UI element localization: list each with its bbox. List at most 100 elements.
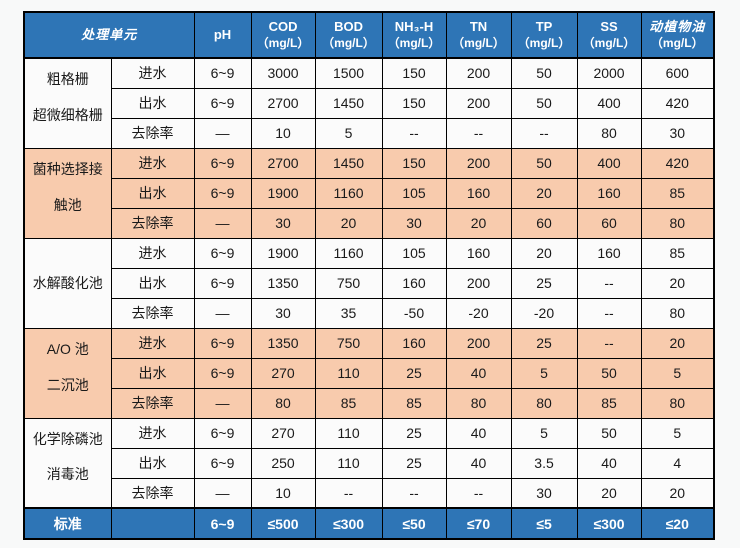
value-cell: 80 [640, 207, 715, 239]
value-cell: 160 [445, 237, 512, 269]
value-cell: 6~9 [193, 57, 252, 89]
data-row: 去除率 —30 35 -50 -20 -20 -- 80 [24, 297, 715, 329]
value-cell: 6~9 [193, 147, 252, 179]
value-cell: -- [576, 297, 642, 329]
row-type-label: 去除率 [110, 387, 195, 419]
value-cell: 6~9 [193, 447, 252, 479]
value-cell: -- [576, 327, 642, 359]
treatment-unit-name: 二沉池 [46, 376, 89, 393]
row-type-label: 进水 [110, 327, 195, 359]
data-row: 出水 6~9 1900 1160 105 160 20 160 85 [24, 177, 715, 209]
header-ss: SS （mg/L） [576, 11, 642, 59]
value-cell: 6~9 [193, 357, 252, 389]
header-bod-line1: BOD [334, 19, 363, 35]
treatment-unit-name: 化学除磷池 [32, 430, 103, 447]
value-cell: 160 [576, 177, 642, 209]
standard-empty-cell [110, 507, 195, 540]
value-cell: 85 [576, 387, 642, 419]
value-cell: -20 [510, 297, 578, 329]
row-type-label: 出水 [110, 267, 195, 299]
row-type-label: 出水 [110, 357, 195, 389]
value-cell: 80 [576, 117, 642, 149]
value-cell: 1160 [314, 177, 383, 209]
value-cell: -- [381, 477, 447, 509]
data-row: 菌种选择接 触池 进水 6~9 2700 1450 150 200 50 400 420 [23, 147, 715, 239]
treatment-parameters-table: 处理单元 pH COD （mg/L） BOD （mg/L） NH₃-H （mg/… [23, 11, 716, 540]
value-cell: 85 [314, 387, 383, 419]
value-cell: 5 [510, 357, 578, 389]
header-nh3h-line1: NH₃-H [394, 19, 434, 35]
row-type-label: 出水 [110, 447, 195, 479]
treatment-unit-cell: 水解酸化池 [23, 237, 112, 329]
value-cell: 5 [640, 357, 715, 389]
header-tn-line2: （mg/L） [452, 35, 505, 50]
header-ss-line1: SS [600, 19, 618, 35]
data-row: 去除率 —10 5 -- -- -- 80 30 [24, 117, 715, 149]
value-cell: 110 [314, 417, 383, 449]
header-row: 处理单元 pH COD （mg/L） BOD （mg/L） NH₃-H （mg/… [23, 11, 715, 59]
value-cell: 50 [510, 87, 578, 119]
value-cell: 200 [445, 327, 512, 359]
value-cell: 20 [314, 207, 383, 239]
value-cell: 20 [510, 177, 578, 209]
value-cell: 80 [640, 297, 715, 329]
value-cell: 150 [381, 57, 447, 89]
header-tn: TN （mg/L） [445, 11, 512, 59]
data-row: 出水 6~9 1350 750 160 200 25 -- 20 [24, 267, 715, 299]
standard-value-cod: ≤500 [250, 507, 316, 540]
value-cell: 3.5 [510, 447, 578, 479]
value-cell: -- [445, 117, 512, 149]
value-cell: 1900 [250, 237, 316, 269]
data-row: 去除率 —10 -- -- -- 30 20 20 [24, 477, 715, 509]
value-cell: 60 [576, 207, 642, 239]
value-cell: 85 [640, 177, 715, 209]
header-nh3h: NH₃-H （mg/L） [381, 11, 447, 59]
header-cod: COD （mg/L） [250, 11, 316, 59]
value-cell: -- [314, 477, 383, 509]
value-cell: 1500 [314, 57, 383, 89]
standard-value-bod: ≤300 [314, 507, 383, 540]
value-cell: 160 [576, 237, 642, 269]
header-ph: pH [193, 11, 252, 59]
value-cell: 20 [640, 477, 715, 509]
row-type-label: 进水 [110, 237, 195, 269]
value-cell: 1350 [250, 267, 316, 299]
row-type-label: 进水 [110, 417, 195, 449]
value-cell: 10 [250, 477, 316, 509]
header-cod-line1: COD [268, 19, 298, 35]
treatment-unit-name: 粗格栅 [46, 71, 89, 88]
value-cell: 420 [640, 87, 715, 119]
row-type-label: 去除率 [110, 477, 195, 509]
standard-value-ss: ≤300 [576, 507, 642, 540]
data-row: 化学除磷池 消毒池 进水 6~9 270 110 25 40 5 50 5 [23, 417, 715, 509]
value-cell: 40 [445, 417, 512, 449]
value-cell: 30 [250, 297, 316, 329]
value-cell: 50 [510, 147, 578, 179]
data-row: 出水 6~9 270 110 25 40 5 50 5 [24, 357, 715, 389]
value-cell: — [193, 387, 252, 419]
value-cell: 85 [640, 237, 715, 269]
row-type-label: 进水 [110, 57, 195, 89]
treatment-unit-name: 超微细格栅 [32, 106, 103, 123]
value-cell: 80 [445, 387, 512, 419]
value-cell: 6~9 [193, 87, 252, 119]
value-cell: 80 [250, 387, 316, 419]
treatment-unit-name: 触池 [53, 196, 82, 213]
value-cell: 25 [381, 357, 447, 389]
value-cell: 400 [576, 147, 642, 179]
value-cell: 40 [445, 447, 512, 479]
value-cell: 150 [381, 147, 447, 179]
value-cell: 400 [576, 87, 642, 119]
value-cell: 50 [576, 357, 642, 389]
value-cell: 25 [381, 417, 447, 449]
data-row: A/O 池二沉池 进水 6~9 1350 750 160 200 25 -- 20 [23, 327, 715, 419]
value-cell: 6~9 [193, 267, 252, 299]
treatment-unit-cell: 粗格栅 超微细格栅 [23, 57, 112, 149]
data-row: 粗格栅 超微细格栅 进水 6~9 3000 1500 150 200 50 2000 600 [23, 57, 715, 149]
value-cell: 160 [381, 267, 447, 299]
value-cell: 60 [510, 207, 578, 239]
header-tp-line1: TP [535, 19, 553, 35]
value-cell: — [193, 117, 252, 149]
value-cell: 10 [250, 117, 316, 149]
value-cell: 150 [381, 87, 447, 119]
